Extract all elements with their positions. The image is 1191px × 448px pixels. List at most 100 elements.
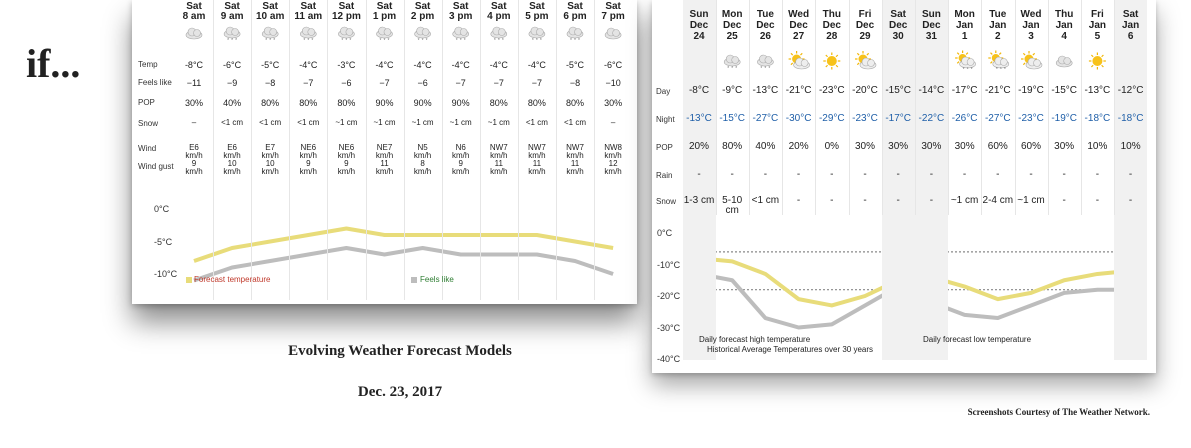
wind-gust-unit: km/h: [261, 167, 279, 176]
day-temp: -23°C: [818, 85, 845, 96]
column-separator: [815, 0, 817, 215]
rain-value: -: [1128, 169, 1133, 180]
day-of-week: Wed: [1020, 9, 1042, 20]
svg-text:*: *: [307, 38, 309, 44]
daily-low-line: [698, 271, 1131, 330]
svg-text:*: *: [764, 66, 766, 72]
wind-direction: NW7: [489, 143, 508, 152]
snow-cloud-icon: * * *: [300, 26, 317, 44]
row-label: Wind gust: [138, 162, 174, 171]
wind-unit: km/h: [223, 151, 241, 160]
svg-text:*: *: [388, 38, 390, 44]
pop-value: 30%: [954, 141, 975, 152]
snow-cloud-icon: * * *: [723, 54, 741, 72]
column-separator: [1080, 0, 1082, 215]
wind-unit: km/h: [261, 151, 279, 160]
night-temp: -19°C: [1051, 113, 1078, 124]
hour-day: Sat: [338, 1, 355, 12]
svg-text:*: *: [1004, 67, 1006, 73]
hour-time: 9 am: [220, 11, 244, 22]
feels-like-value: −6: [417, 78, 428, 88]
svg-text:*: *: [760, 66, 762, 72]
wind-gust-unit: km/h: [375, 167, 394, 176]
column-separator: [848, 0, 850, 215]
svg-text:*: *: [768, 66, 770, 72]
snow-cloud-icon: * * *: [376, 26, 393, 44]
hour-time: 11 am: [294, 11, 323, 22]
night-temp: -17°C: [885, 113, 912, 124]
date: 31: [925, 31, 937, 42]
temp-value: -4°C: [527, 60, 546, 70]
column-separator: [881, 0, 883, 215]
day-of-week: Thu: [1055, 9, 1074, 20]
temp-value: -4°C: [375, 60, 394, 70]
snow-value: <1 cm: [525, 118, 548, 127]
month: Dec: [822, 20, 841, 31]
hour-time: 8 am: [182, 11, 206, 22]
y-axis-tick: -30°C: [657, 322, 681, 333]
pop-value: 90%: [413, 98, 432, 108]
pop-value: 60%: [1020, 141, 1041, 152]
y-axis-tick: -20°C: [657, 291, 681, 301]
svg-text:*: *: [532, 38, 534, 44]
wind-unit: km/h: [299, 151, 317, 160]
date: 30: [892, 31, 904, 42]
column-separator: [479, 0, 481, 300]
cloudy-icon: [1055, 55, 1073, 68]
wind-gust-unit: km/h: [185, 167, 203, 176]
feels-like-value: −7: [493, 78, 504, 88]
day-temp: -13°C: [752, 85, 779, 96]
hour-day: Sat: [414, 1, 431, 12]
snow-cloud-icon: * * *: [490, 26, 508, 44]
wind-direction: NW8: [604, 143, 622, 152]
pop-value: 60%: [987, 141, 1008, 152]
svg-text:*: *: [536, 38, 538, 44]
wind-gust-unit: km/h: [299, 167, 317, 176]
sun-cloud-icon: [855, 51, 877, 70]
snow-value: ~1 cm: [1017, 195, 1045, 206]
svg-text:*: *: [996, 67, 998, 73]
wind-direction: E6: [227, 143, 237, 152]
weekend-column-shade: [914, 0, 948, 360]
day-temp: -15°C: [885, 85, 912, 96]
pop-value: 90%: [375, 98, 394, 108]
wind-direction: NE6: [300, 143, 317, 152]
pop-value: 80%: [299, 98, 318, 108]
feels-like-value: −11: [186, 78, 202, 88]
day-of-week: Fri: [858, 9, 872, 20]
date: 28: [826, 31, 838, 42]
daily-forecast-panel: * * * * * * * * * * * * Day Night POP Rain Snow Sun Dec 24…: [652, 0, 1156, 373]
month: Dec: [855, 20, 875, 31]
night-temp: -13°C: [686, 113, 712, 124]
hourly-forecast-panel: * * * * * * * * * * * * * * * * * * * * * * * * * * * * * * Temp Feels…: [132, 0, 637, 304]
hour-time: 2 pm: [410, 11, 435, 22]
temp-value: -4°C: [489, 60, 508, 70]
row-label: Rain: [656, 171, 673, 180]
day-of-week: Sun: [921, 9, 941, 20]
cloudy-icon: [604, 27, 622, 40]
date: 29: [859, 31, 871, 42]
svg-text:*: *: [418, 38, 420, 44]
snow-cloud-icon: * * *: [528, 26, 546, 44]
day-of-week: Fri: [1091, 9, 1104, 20]
wind-gust-value: 10: [265, 159, 275, 168]
column-separator: [556, 0, 557, 300]
night-temp: -26°C: [951, 113, 978, 124]
column-separator: [251, 0, 253, 300]
hourly-forecast-chart: * * * * * * * * * * * * * * * * * * * * * * * * * * * * * *: [185, 26, 622, 283]
day-temp: -13°C: [1084, 85, 1111, 96]
legend-feels-swatch: [411, 277, 417, 283]
pop-value: 30%: [854, 141, 875, 152]
month: Dec: [889, 20, 908, 31]
snow-cloud-icon: * * *: [414, 26, 431, 44]
feels-like-value: −8: [265, 78, 276, 88]
sun-snow-icon: * * *: [955, 50, 976, 73]
night-temp: -15°C: [719, 113, 746, 124]
weekend-column-shade: [1114, 0, 1148, 360]
snow-value: <1 cm: [751, 195, 780, 206]
rain-value: -: [962, 169, 967, 180]
temp-value: -4°C: [299, 60, 318, 70]
feels-like-value: −7: [379, 78, 390, 88]
feels-like-value: −7: [531, 78, 543, 88]
date: 2: [995, 31, 1001, 42]
